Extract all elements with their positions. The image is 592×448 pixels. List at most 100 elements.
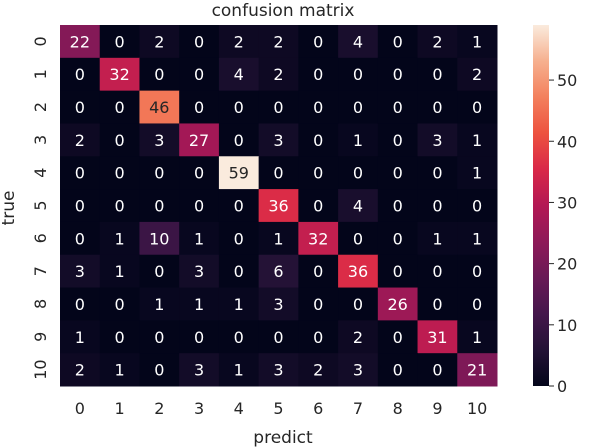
heatmap-cell	[338, 25, 379, 59]
heatmap-cell	[457, 123, 498, 157]
heatmap-cell	[298, 123, 339, 157]
heatmap-cell	[457, 189, 498, 223]
y-tick-labels: 0 1 2 3 4 5 6 7 8 9 10	[31, 36, 50, 379]
heatmap-cell	[417, 353, 458, 387]
cell-value-label: 3	[432, 131, 442, 150]
x-tick-labels: 0 1 2 3 4 5 6 7 8 9 10	[75, 399, 488, 418]
y-tick-label: 5	[31, 200, 50, 210]
heatmap-cell	[338, 353, 379, 387]
cell-value-label: 0	[353, 98, 363, 117]
x-tick-label: 1	[114, 399, 124, 418]
heatmap-cell	[298, 156, 339, 190]
heatmap-cell	[218, 189, 260, 223]
cell-value-label: 0	[353, 65, 363, 84]
cell-value-label: 0	[234, 131, 244, 150]
heatmap-cell	[60, 320, 101, 354]
cell-value-label: 0	[154, 361, 164, 380]
cell-value-label: 0	[114, 197, 124, 216]
heatmap-cell	[60, 123, 101, 157]
x-tick-label: 6	[313, 399, 323, 418]
heatmap-cell	[298, 25, 339, 59]
heatmap-cell	[218, 57, 260, 92]
cell-value-label: 36	[268, 197, 288, 216]
cell-value-label: 0	[194, 32, 204, 51]
cell-value-label: 3	[194, 361, 204, 380]
heatmap-cell	[457, 254, 498, 289]
heatmap-cell	[139, 189, 180, 223]
heatmap-cell	[298, 57, 339, 92]
colorbar-tick-label: 20	[557, 255, 577, 274]
heatmap-cell	[99, 156, 140, 190]
heatmap-cell	[60, 353, 101, 387]
cell-value-label: 21	[467, 361, 487, 380]
heatmap-cell	[218, 25, 260, 59]
cell-value-label: 3	[154, 131, 164, 150]
cell-value-label: 1	[114, 262, 124, 281]
heatmap-cell	[377, 189, 419, 223]
heatmap-cell	[338, 287, 379, 321]
y-tick-label: 9	[31, 332, 50, 342]
heatmap-cell	[338, 123, 379, 157]
heatmap-cell	[99, 57, 140, 92]
cell-value-label: 26	[388, 295, 408, 314]
cell-value-label: 6	[273, 262, 283, 281]
heatmap-cell	[99, 90, 140, 124]
x-tick-label: 2	[154, 399, 164, 418]
cell-value-label: 31	[427, 328, 447, 347]
heatmap-cell	[377, 221, 419, 256]
heatmap-cell	[179, 221, 220, 256]
heatmap-cell	[139, 254, 180, 289]
heatmap-cell	[258, 353, 299, 387]
cell-value-label: 0	[234, 262, 244, 281]
cell-value-label: 1	[234, 361, 244, 380]
cell-value-label: 0	[393, 164, 403, 183]
cell-value-label: 1	[472, 131, 482, 150]
heatmap-cell	[377, 90, 419, 124]
cell-value-label: 22	[70, 32, 90, 51]
heatmap-cell	[218, 90, 260, 124]
cell-value-label: 0	[154, 65, 164, 84]
cell-value-label: 0	[472, 262, 482, 281]
heatmap-cell	[218, 254, 260, 289]
cell-value-label: 2	[353, 328, 363, 347]
heatmap-cell	[258, 156, 299, 190]
heatmap-cell	[139, 25, 180, 59]
heatmap-cell	[99, 123, 140, 157]
heatmap-cell	[298, 254, 339, 289]
cell-value-label: 1	[114, 361, 124, 380]
cell-value-label: 27	[189, 131, 209, 150]
cell-value-label: 2	[313, 361, 323, 380]
heatmap-cell	[417, 254, 458, 289]
heatmap-cell	[298, 287, 339, 321]
heatmap-cell	[298, 320, 339, 354]
heatmap-cell	[258, 320, 299, 354]
cell-value-label: 2	[75, 361, 85, 380]
cell-value-label: 3	[273, 361, 283, 380]
heatmap-cell	[377, 287, 419, 321]
cell-value-label: 0	[432, 197, 442, 216]
cell-value-label: 0	[353, 164, 363, 183]
cell-value-label: 32	[109, 65, 129, 84]
heatmap-cell	[457, 353, 498, 387]
cell-value-label: 0	[313, 131, 323, 150]
cell-value-label: 0	[194, 65, 204, 84]
cell-value-label: 0	[75, 164, 85, 183]
cell-value-label: 59	[229, 164, 249, 183]
cell-value-label: 0	[313, 328, 323, 347]
heatmap-cell	[60, 189, 101, 223]
cell-value-label: 10	[149, 229, 169, 248]
cell-value-label: 1	[234, 295, 244, 314]
y-tick-label: 6	[31, 233, 50, 243]
heatmap-cell	[60, 57, 101, 92]
cell-value-label: 36	[348, 262, 368, 281]
heatmap-cell	[417, 57, 458, 92]
heatmap-cell	[338, 90, 379, 124]
heatmap-cell	[417, 25, 458, 59]
x-tick-label: 0	[75, 399, 85, 418]
heatmap-cell	[218, 320, 260, 354]
heatmap-cell	[377, 254, 419, 289]
heatmap-cell	[99, 320, 140, 354]
heatmap-cell	[179, 25, 220, 59]
cell-value-label: 0	[114, 328, 124, 347]
